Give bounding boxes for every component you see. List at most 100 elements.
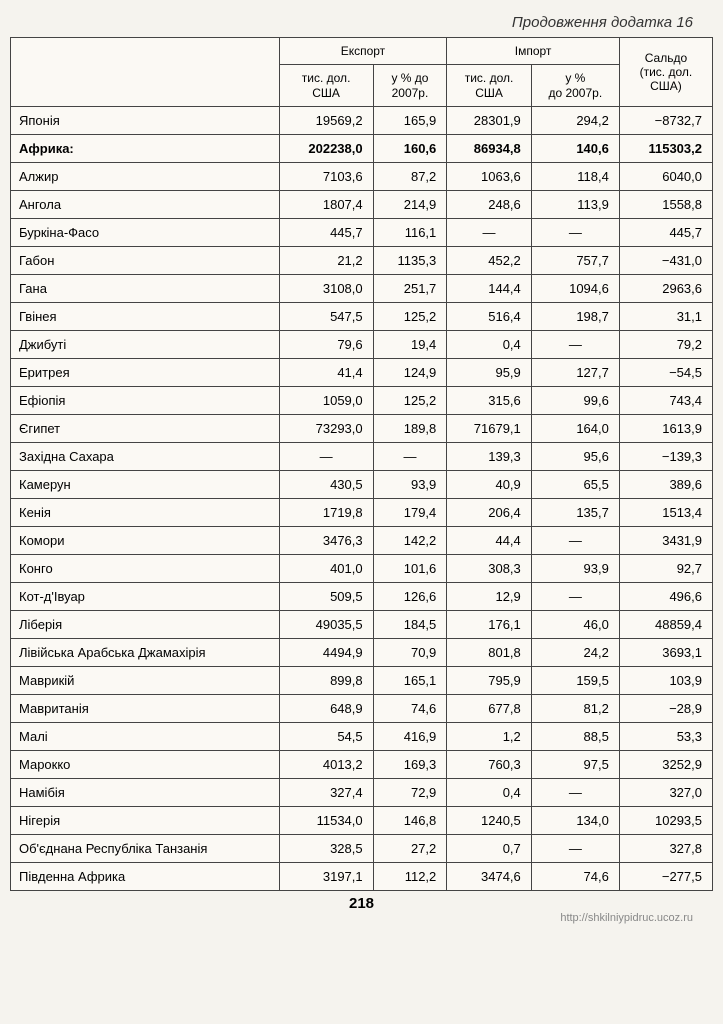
row-saldo: 327,0 [619,779,712,807]
row-import-usd: 0,7 [447,835,532,863]
table-row: Кенія1719,8179,4206,4135,71513,4 [11,499,713,527]
row-import-usd: — [447,219,532,247]
header-col2: у % до 2007р. [373,65,447,107]
row-name: Малі [11,723,280,751]
row-saldo: 1513,4 [619,499,712,527]
row-import-usd: 452,2 [447,247,532,275]
row-import-pct: 74,6 [531,863,619,891]
row-name: Конго [11,555,280,583]
row-name: Габон [11,247,280,275]
row-saldo: 327,8 [619,835,712,863]
row-saldo: −54,5 [619,359,712,387]
row-export-pct: 251,7 [373,275,447,303]
row-export-pct: — [373,443,447,471]
row-saldo: 53,3 [619,723,712,751]
row-name: Еритрея [11,359,280,387]
table-row: Об'єднана Республіка Танзанія328,527,20,… [11,835,713,863]
table-row: Японія19569,2165,928301,9294,2−8732,7 [11,107,713,135]
row-export-pct: 142,2 [373,527,447,555]
row-import-pct: 97,5 [531,751,619,779]
table-row: Південна Африка3197,1112,23474,674,6−277… [11,863,713,891]
table-row: Ефіопія1059,0125,2315,699,6743,4 [11,387,713,415]
row-import-pct: 159,5 [531,667,619,695]
row-import-pct: 95,6 [531,443,619,471]
row-import-pct: — [531,219,619,247]
page-number: 218 [10,895,713,912]
row-name: Кенія [11,499,280,527]
row-import-usd: 86934,8 [447,135,532,163]
row-name: Гана [11,275,280,303]
footer-url: http://shkilniypidruc.ucoz.ru [10,912,693,924]
data-table: Експорт Імпорт Сальдо (тис. дол. США) ти… [10,37,713,891]
row-export-usd: 49035,5 [279,611,373,639]
header-empty [11,38,280,107]
row-export-usd: 1059,0 [279,387,373,415]
row-name: Мавританія [11,695,280,723]
row-name: Об'єднана Республіка Танзанія [11,835,280,863]
row-export-usd: 4494,9 [279,639,373,667]
row-export-usd: 73293,0 [279,415,373,443]
row-export-pct: 112,2 [373,863,447,891]
header-col1: тис. дол. США [279,65,373,107]
row-import-usd: 40,9 [447,471,532,499]
table-row: Конго401,0101,6308,393,992,7 [11,555,713,583]
row-import-pct: 198,7 [531,303,619,331]
row-saldo: 743,4 [619,387,712,415]
row-import-usd: 71679,1 [447,415,532,443]
row-import-pct: 99,6 [531,387,619,415]
row-import-usd: 1,2 [447,723,532,751]
table-row: Західна Сахара——139,395,6−139,3 [11,443,713,471]
row-import-pct: 93,9 [531,555,619,583]
row-export-pct: 1135,3 [373,247,447,275]
row-name: Японія [11,107,280,135]
row-saldo: 3252,9 [619,751,712,779]
row-saldo: −277,5 [619,863,712,891]
row-import-usd: 760,3 [447,751,532,779]
page-title: Продовження додатка 16 [10,14,693,31]
row-export-usd: 547,5 [279,303,373,331]
header-saldo: Сальдо (тис. дол. США) [619,38,712,107]
table-row: Малі54,5416,91,288,553,3 [11,723,713,751]
row-export-usd: 54,5 [279,723,373,751]
row-saldo: 79,2 [619,331,712,359]
row-export-usd: 21,2 [279,247,373,275]
row-export-pct: 146,8 [373,807,447,835]
row-saldo: −431,0 [619,247,712,275]
row-export-usd: 401,0 [279,555,373,583]
row-import-usd: 3474,6 [447,863,532,891]
row-saldo: −28,9 [619,695,712,723]
row-export-usd: — [279,443,373,471]
row-import-usd: 801,8 [447,639,532,667]
row-name: Марокко [11,751,280,779]
row-export-usd: 79,6 [279,331,373,359]
row-import-usd: 677,8 [447,695,532,723]
row-name: Буркіна-Фасо [11,219,280,247]
row-import-pct: 135,7 [531,499,619,527]
row-export-pct: 72,9 [373,779,447,807]
row-import-usd: 206,4 [447,499,532,527]
row-import-usd: 1240,5 [447,807,532,835]
header-import: Імпорт [447,38,620,65]
row-saldo: 3431,9 [619,527,712,555]
row-saldo: 10293,5 [619,807,712,835]
row-name: Гвінея [11,303,280,331]
table-row: Буркіна-Фасо445,7116,1——445,7 [11,219,713,247]
table-row: Мавританія648,974,6677,881,2−28,9 [11,695,713,723]
table-row: Ліберія49035,5184,5176,146,048859,4 [11,611,713,639]
row-saldo: 6040,0 [619,163,712,191]
row-import-pct: 1094,6 [531,275,619,303]
row-export-pct: 165,9 [373,107,447,135]
table-row: Кот-д'Івуар509,5126,612,9—496,6 [11,583,713,611]
table-row: Габон21,21135,3452,2757,7−431,0 [11,247,713,275]
row-import-usd: 44,4 [447,527,532,555]
row-name: Нігерія [11,807,280,835]
row-export-usd: 430,5 [279,471,373,499]
row-export-usd: 1719,8 [279,499,373,527]
row-import-usd: 0,4 [447,779,532,807]
table-row: Еритрея41,4124,995,9127,7−54,5 [11,359,713,387]
row-name: Джибуті [11,331,280,359]
row-export-pct: 169,3 [373,751,447,779]
table-row: Комори3476,3142,244,4—3431,9 [11,527,713,555]
header-col3: тис. дол. США [447,65,532,107]
row-saldo: 445,7 [619,219,712,247]
